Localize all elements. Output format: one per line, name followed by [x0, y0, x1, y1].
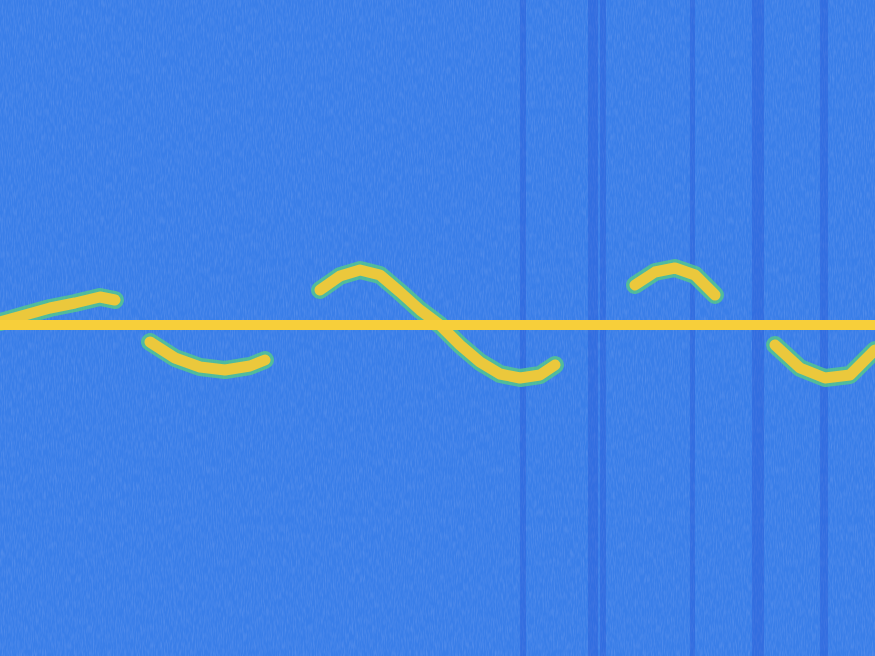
plot-area: [0, 268, 875, 378]
carrier-line: [0, 320, 875, 330]
trace-glow: [0, 268, 875, 378]
chart: [0, 0, 875, 656]
background-noise: [0, 0, 875, 656]
background: [0, 0, 875, 656]
trace-line: [0, 268, 875, 378]
